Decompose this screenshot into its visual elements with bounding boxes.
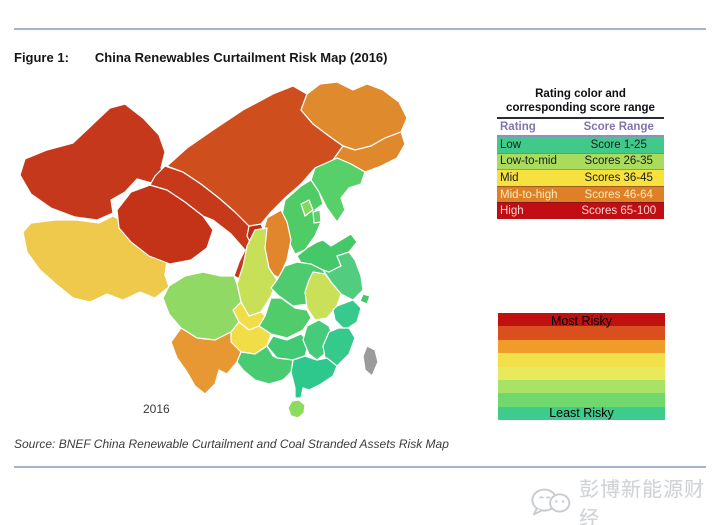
china-map-svg [19, 81, 408, 419]
legend-header-score-range: Score Range [583, 121, 654, 133]
legend-row-high: High Scores 65-100 [497, 202, 664, 219]
risk-scale-band-2 [498, 326, 665, 340]
risk-scale-band-3 [498, 339, 665, 354]
province-fujian [322, 327, 356, 367]
province-tianjin [312, 209, 322, 224]
most-risky-label: Most Risky [550, 314, 613, 328]
legend-header-rating: Rating [500, 121, 536, 133]
risk-scale-band-4 [498, 353, 665, 367]
legend-score-range: Scores 36-45 [584, 171, 653, 184]
province-beijing [300, 199, 314, 217]
top-divider [14, 28, 706, 30]
legend-score-range: Scores 46-64 [584, 188, 653, 201]
least-risky-label: Least Risky [549, 406, 614, 420]
risk-scale-band-5 [498, 366, 665, 380]
legend-row-low: Low Score 1-25 [497, 137, 664, 153]
legend-rows: Low Score 1-25 Low-to-mid Scores 26-35 Mid Sc… [497, 137, 664, 219]
legend-score-range: Scores 26-35 [584, 155, 653, 168]
figure-title: Figure 1: China Renewables Curtailment Ri… [14, 50, 388, 65]
legend-title-line2: corresponding score range [506, 102, 655, 114]
province-sichuan [162, 271, 242, 341]
risk-scale-bands [498, 313, 665, 420]
legend-rating-label: Low [500, 138, 522, 151]
province-zhejiang [332, 299, 362, 331]
chat-bubbles-icon [531, 488, 571, 516]
bottom-divider [14, 466, 706, 468]
legend-score-range: Scores 65-100 [581, 205, 657, 218]
legend-row-low-to-mid: Low-to-mid Scores 26-35 [497, 152, 664, 170]
province-anhui [304, 271, 342, 321]
watermark-text: 彭博新能源财经 [579, 479, 706, 525]
figure-title-text: China Renewables Curtailment Risk Map (2… [94, 50, 388, 65]
province-hainan [287, 399, 306, 419]
legend-rating-label: High [500, 205, 524, 218]
legend-row-mid-to-high: Mid-to-high Scores 46-64 [497, 185, 664, 203]
province-taiwan [362, 345, 379, 377]
province-yunnan [170, 327, 242, 395]
province-guangxi [236, 345, 294, 385]
china-map: 2016 [15, 80, 475, 425]
figure-label: Figure 1: [14, 50, 69, 65]
risk-scale-band-8 [498, 406, 665, 420]
risk-scale-band-1 [498, 313, 665, 327]
risk-scale-band-7 [498, 393, 665, 407]
legend-rating-label: Mid [500, 171, 519, 184]
watermark: 彭博新能源财经 [530, 473, 720, 525]
map-year-label: 2016 [143, 402, 170, 416]
legend-rating-label: Mid-to-high [500, 188, 558, 201]
legend-title: Rating color and corresponding score ran… [497, 87, 664, 119]
legend-table: Rating color and corresponding score ran… [497, 87, 664, 219]
province-xinjiang [19, 103, 168, 221]
province-shanghai [359, 293, 371, 305]
risk-scale-band-6 [498, 379, 665, 394]
province-guangdong [290, 355, 338, 399]
legend-score-range: Score 1-25 [590, 138, 647, 151]
legend-title-line1: Rating color and [535, 88, 626, 100]
legend-rating-label: Low-to-mid [500, 155, 557, 168]
source-note: Source: BNEF China Renewable Curtailment… [14, 437, 449, 451]
legend-header-row: Rating Score Range [497, 119, 664, 137]
legend-row-mid: Mid Scores 36-45 [497, 169, 664, 186]
risk-scale: Most Risky Least Risky [498, 313, 665, 420]
